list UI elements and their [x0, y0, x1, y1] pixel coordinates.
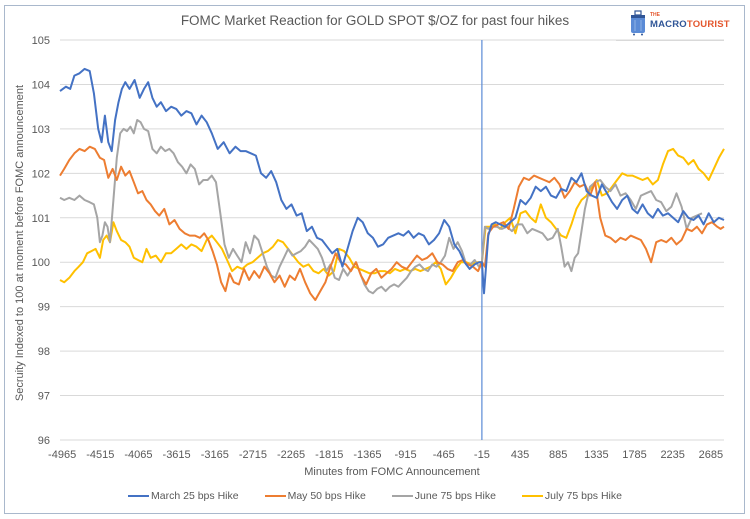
- series-line-march-25-bps-hike: [59, 67, 725, 295]
- gridlines: [60, 39, 724, 441]
- x-tick-label: -4965: [48, 449, 76, 461]
- y-tick-label: 101: [32, 213, 50, 225]
- x-tick-label: 1335: [584, 449, 608, 461]
- y-tick-label: 98: [38, 346, 50, 358]
- legend-label: July 75 bps Hike: [544, 490, 622, 502]
- macro-tourist-logo: THE MACROTOURIST: [630, 10, 740, 38]
- y-tick-label: 99: [38, 302, 50, 314]
- legend-swatch: [521, 495, 543, 497]
- legend-label: March 25 bps Hike: [151, 490, 239, 502]
- x-tick-label: -3165: [201, 449, 229, 461]
- series-line-june-75-bps-hike: [59, 119, 703, 295]
- y-tick-label: 97: [38, 391, 50, 403]
- y-tick-label: 102: [32, 168, 50, 180]
- x-axis-ticks: -4965 -4515 -4065 -3615 -3165 -2715 -2265 -1815…: [48, 449, 723, 461]
- chart-frame: [4, 5, 745, 514]
- x-tick-label: -2715: [239, 449, 267, 461]
- logo-wordmark: MACROTOURIST: [650, 19, 730, 30]
- x-tick-label: 2685: [699, 449, 723, 461]
- x-tick-label: -3615: [163, 449, 191, 461]
- legend-swatch: [128, 495, 150, 497]
- legend-item: July 75 bps Hike: [521, 490, 622, 502]
- logo-macro: MACRO: [650, 19, 687, 30]
- legend: March 25 bps Hike May 50 bps Hike June 75 …: [0, 490, 750, 502]
- series-line-july-75-bps-hike: [59, 147, 725, 286]
- legend-swatch: [391, 495, 413, 497]
- legend-label: May 50 bps Hike: [287, 490, 366, 502]
- x-axis-label: Minutes from FOMC Announcement: [304, 466, 480, 478]
- y-tick-label: 100: [32, 257, 50, 269]
- series-line-may-50-bps-hike: [59, 145, 725, 301]
- x-tick-label: -1365: [353, 449, 381, 461]
- y-axis-label: Secruity Indexed to 100 at moment before…: [14, 84, 26, 402]
- x-tick-label: -2265: [277, 449, 305, 461]
- suitcase-icon: [631, 10, 645, 36]
- legend-item: May 50 bps Hike: [264, 490, 366, 502]
- y-axis-ticks: 96 97 98 99 100 101 102 103 104 105: [32, 35, 50, 447]
- x-tick-label: -15: [474, 449, 490, 461]
- x-tick-label: -4515: [86, 449, 114, 461]
- logo-tourist: TOURIST: [686, 19, 730, 30]
- logo-the: THE: [650, 12, 660, 18]
- x-tick-label: 885: [549, 449, 567, 461]
- x-tick-label: 435: [511, 449, 529, 461]
- x-tick-label: -915: [395, 449, 417, 461]
- x-tick-label: -4065: [124, 449, 152, 461]
- x-tick-label: 2235: [660, 449, 684, 461]
- x-tick-label: 1785: [622, 449, 646, 461]
- x-tick-label: -465: [433, 449, 455, 461]
- y-tick-label: 103: [32, 124, 50, 136]
- legend-item: March 25 bps Hike: [128, 490, 239, 502]
- legend-swatch: [264, 495, 286, 497]
- chart-title: FOMC Market Reaction for GOLD SPOT $/OZ …: [180, 13, 570, 28]
- y-tick-label: 105: [32, 35, 50, 47]
- series-lines: [59, 67, 725, 301]
- y-tick-label: 96: [38, 435, 50, 447]
- x-tick-label: -1815: [315, 449, 343, 461]
- legend-item: June 75 bps Hike: [391, 490, 496, 502]
- y-tick-label: 104: [32, 79, 50, 91]
- legend-label: June 75 bps Hike: [414, 490, 496, 502]
